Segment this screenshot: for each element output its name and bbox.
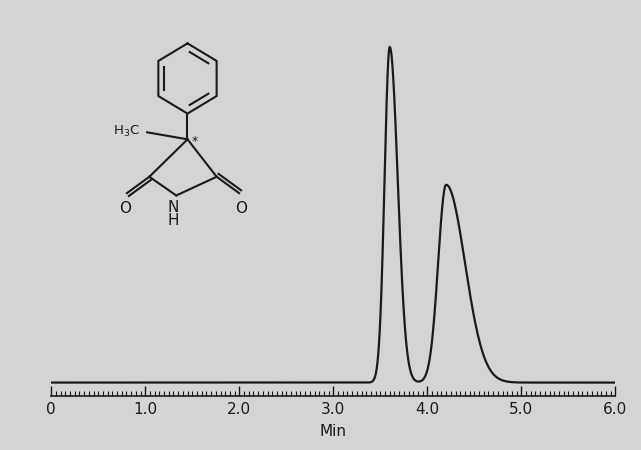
- Text: *: *: [192, 135, 198, 148]
- X-axis label: Min: Min: [320, 423, 347, 438]
- Text: H: H: [167, 213, 179, 228]
- Text: $\mathregular{H_3C}$: $\mathregular{H_3C}$: [113, 124, 140, 139]
- Text: O: O: [119, 201, 131, 216]
- Text: N: N: [167, 200, 179, 215]
- Text: O: O: [235, 201, 247, 216]
